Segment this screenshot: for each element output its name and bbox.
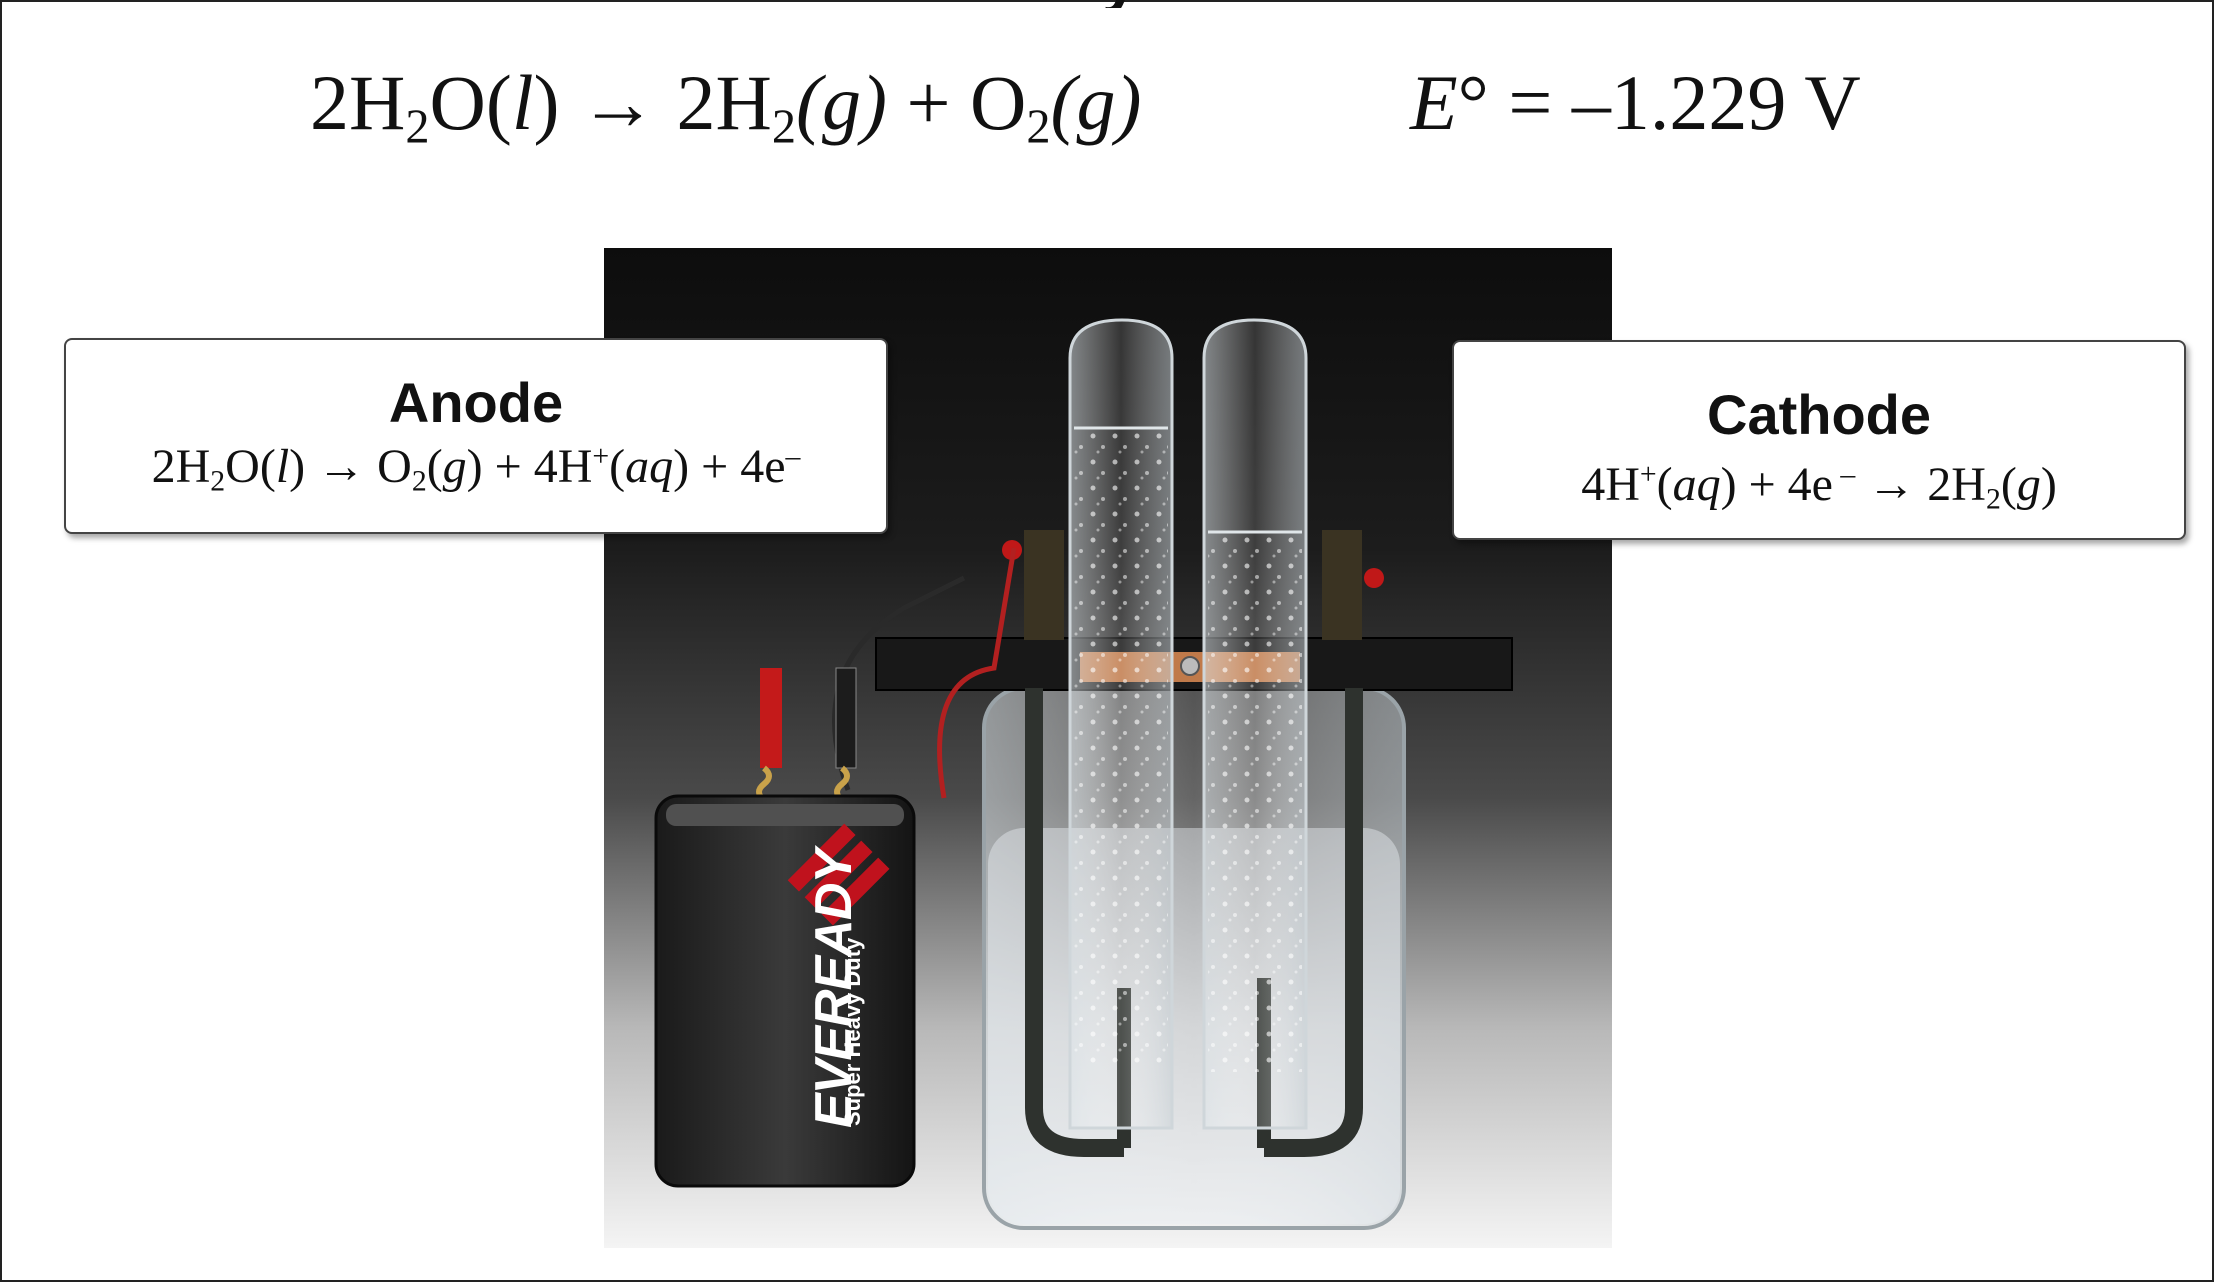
eq-term: 2H (676, 59, 772, 146)
rxn-term: ( (426, 440, 443, 493)
bubbles-left (1074, 428, 1168, 1068)
terminal-right-cap (1364, 568, 1384, 588)
rxn-term: O( (225, 440, 276, 493)
eq-term: + O (886, 59, 1027, 146)
eq-sub: 2 (1026, 100, 1051, 154)
title-fragment: y (1060, 0, 1180, 8)
rxn-term: ) (2040, 458, 2057, 511)
standard-potential: E° = –1.229 V (1410, 58, 1861, 148)
rxn-term: ( (1656, 458, 1673, 511)
potential-symbol: E (1410, 59, 1458, 146)
eq-state: (g) (1050, 59, 1142, 146)
beaker-water (988, 828, 1400, 1224)
rxn-sup: – (1832, 457, 1856, 491)
rxn-sup: + (1639, 457, 1657, 491)
cathode-reaction: 4H+(aq) + 4e – → 2H2(g) (1454, 457, 2184, 516)
battery-sub-text: Super Heavy Duty (840, 937, 865, 1126)
electrode-right (1264, 688, 1363, 1157)
electrolysis-apparatus-illustration (654, 318, 1513, 1230)
clamp-screw (1180, 656, 1200, 676)
rxn-sub: 2 (1985, 482, 2001, 516)
cathode-callout: Cathode 4H+(aq) + 4e – → 2H2(g) (1452, 340, 2186, 540)
eq-term: 2H (310, 59, 406, 146)
potential-degree: ° = (1457, 59, 1572, 146)
rxn-term: ( (609, 440, 626, 493)
eq-term: ) (533, 59, 560, 146)
potential-value: –1.229 V (1571, 59, 1861, 146)
rxn-term: ) + 4e (673, 440, 786, 493)
rxn-term: 2H (151, 440, 211, 493)
eq-state: (g) (796, 59, 887, 146)
eq-arrow: → (559, 59, 677, 146)
rxn-term: 4H (1581, 458, 1640, 511)
rxn-state: aq (1672, 458, 1721, 511)
rxn-term: ) + 4H (466, 440, 593, 493)
rxn-term: ) → O (289, 440, 412, 493)
rxn-sub: 2 (411, 464, 427, 498)
rxn-term: ) + 4e (1720, 458, 1833, 511)
eq-term: O( (429, 59, 512, 146)
anode-reaction: 2H2O(l) → O2(g) + 4H+(aq) + 4e– (66, 439, 886, 498)
rxn-state: aq (625, 440, 674, 493)
rxn-term: ( (2000, 458, 2017, 511)
clip-black (835, 667, 857, 769)
terminal-left (1024, 530, 1064, 640)
battery-logo-icon (787, 823, 890, 926)
rxn-sup: + (592, 439, 610, 473)
clip-red (760, 668, 782, 768)
overall-equation: 2H2O(l) → 2H2(g) + O2(g) (310, 58, 1142, 151)
electrode-left (1025, 688, 1124, 1157)
battery-top (666, 804, 904, 826)
cathode-label: Cathode (1707, 383, 1931, 446)
rxn-state: l (275, 440, 290, 493)
battery (654, 794, 916, 1188)
rxn-sup: – (785, 439, 801, 473)
eq-sub: 2 (405, 100, 430, 154)
anode-label: Anode (388, 371, 564, 434)
anode-callout: Anode 2H2O(l) → O2(g) + 4H+(aq) + 4e– (64, 338, 888, 534)
rxn-term: → 2H (1855, 458, 1986, 511)
eq-sub: 2 (771, 100, 797, 154)
electrolysis-photo: EVEREADY Super Heavy Duty (604, 248, 1612, 1248)
bubbles-right (1208, 532, 1302, 1072)
wire-red (937, 547, 1017, 799)
rxn-state: g (2016, 458, 2041, 511)
terminal-right (1322, 530, 1362, 640)
eq-state: l (511, 59, 534, 146)
rxn-sub: 2 (210, 464, 226, 498)
rxn-state: g (442, 440, 467, 493)
